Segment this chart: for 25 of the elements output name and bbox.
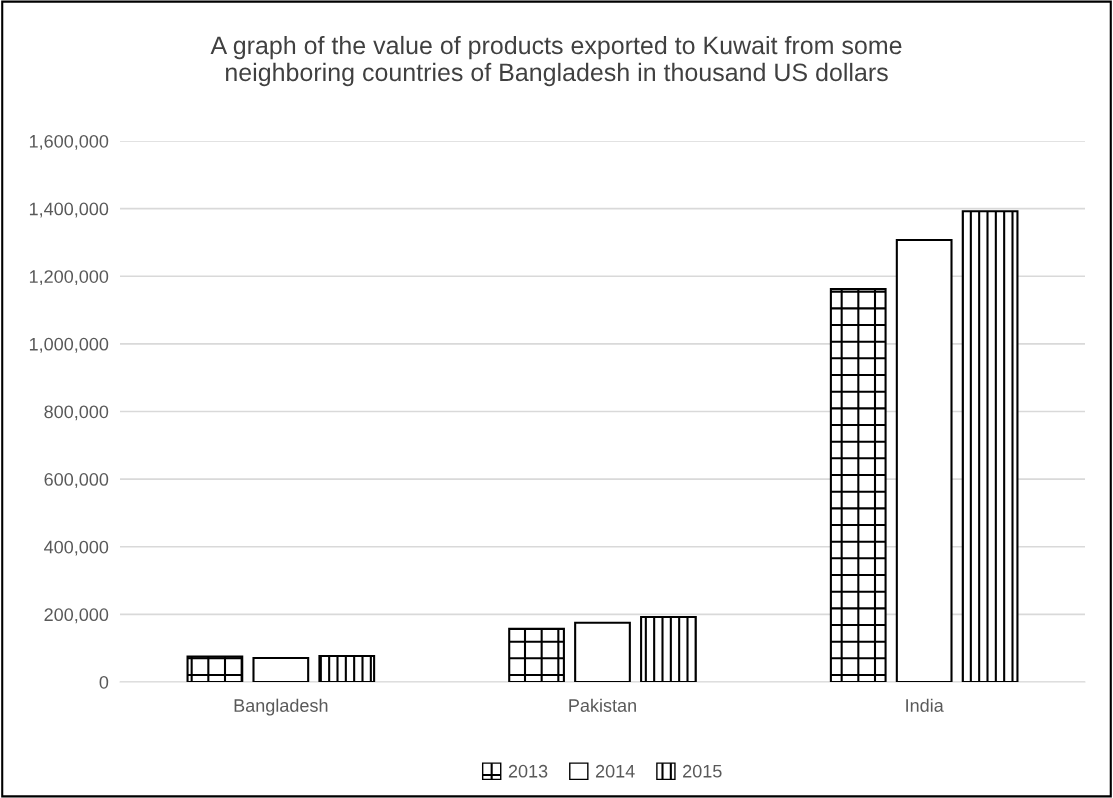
y-tick-label: 1,200,000 [29, 270, 109, 286]
bar [895, 239, 953, 682]
bar [574, 621, 631, 682]
bar [508, 627, 565, 682]
y-tick-label: 600,000 [44, 473, 109, 488]
bar [829, 288, 887, 682]
legend-label: 2015 [683, 764, 722, 778]
x-tick-label: Pakistan [569, 698, 636, 712]
y-tick-label: 200,000 [44, 608, 109, 624]
bar [961, 210, 1019, 682]
y-tick-label: 400,000 [44, 540, 109, 556]
y-tick-label: 1,600,000 [29, 134, 109, 150]
bar [640, 616, 697, 682]
y-tick-label: 800,000 [44, 405, 109, 421]
y-tick-label: 0 [99, 675, 109, 689]
legend-label: 2014 [595, 764, 635, 778]
y-tick-label: 1,000,000 [29, 337, 109, 353]
x-tick-label: India [906, 698, 944, 712]
bar [252, 656, 310, 682]
legend-label: 2013 [508, 764, 548, 778]
x-tick-label: Bangladesh [234, 698, 328, 716]
y-tick-label: 1,400,000 [29, 202, 109, 218]
bar [186, 655, 244, 682]
chart-title: A graph of the value of products exported to Kuwait from some neighboring countries of Bangladesh in thousand US dollars [210, 35, 902, 87]
bar [318, 654, 376, 682]
